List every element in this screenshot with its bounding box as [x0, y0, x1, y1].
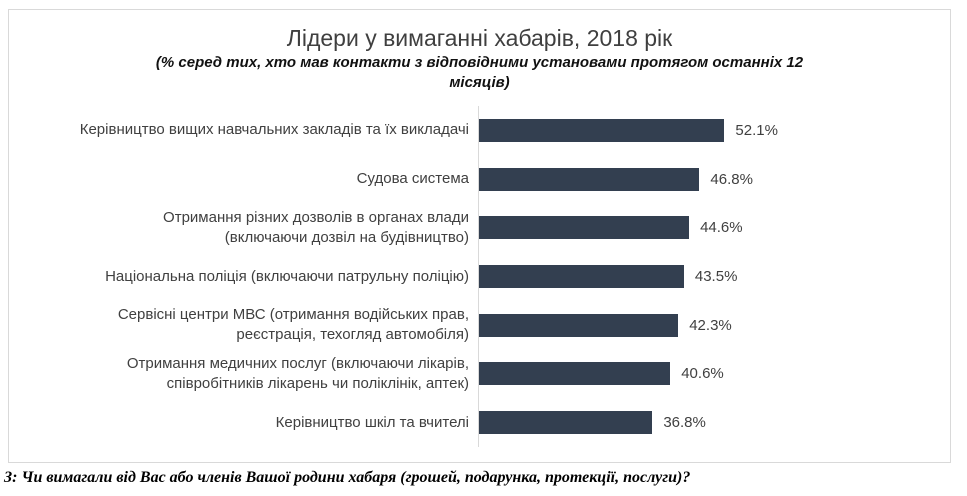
bar-row: Отримання медичних послуг (включаючи лік…	[9, 349, 950, 399]
bar-row: Національна поліція (включаючи патрульну…	[9, 252, 950, 301]
bar-track: 44.6%	[478, 203, 950, 253]
chart-subtitle: (% серед тих, хто мав контакти з відпові…	[9, 53, 950, 93]
chart-subtitle-line-1: (% серед тих, хто мав контакти з відпові…	[155, 54, 804, 71]
bar	[479, 265, 684, 289]
value-label: 46.8%	[710, 170, 753, 188]
category-label-line: реєстрація, техогляд автомобіля)	[236, 326, 469, 344]
bar	[479, 411, 653, 435]
category-label: Судова система	[9, 169, 478, 189]
value-label: 40.6%	[681, 365, 724, 383]
bar-row: Судова система 46.8%	[9, 154, 950, 204]
bar-track: 40.6%	[478, 349, 950, 399]
bar-row: Сервісні центри МВС (отримання водійськи…	[9, 300, 950, 350]
category-label: Отримання різних дозволів в органах влад…	[9, 208, 478, 248]
category-label-line: співробітників лікарень чи поліклінік, а…	[166, 374, 469, 392]
value-label: 43.5%	[694, 268, 738, 286]
bar-track: 43.5%	[478, 252, 950, 301]
bar	[479, 167, 700, 191]
bar-track: 42.3%	[478, 300, 950, 350]
bar-row: Отримання різних дозволів в органах влад…	[9, 203, 950, 253]
category-label-line: Судова система	[356, 170, 469, 188]
bar-row: Керівництво вищих навчальних закладів та…	[9, 106, 950, 155]
value-label: 36.8%	[663, 414, 706, 432]
bar-track: 52.1%	[478, 106, 950, 155]
chart-frame: Лідери у вимаганні хабарів, 2018 рік (% …	[8, 9, 951, 463]
value-label: 42.3%	[689, 316, 732, 334]
bar	[479, 362, 671, 386]
chart-title: Лідери у вимаганні хабарів, 2018 рік	[286, 25, 673, 51]
value-label: 44.6%	[700, 219, 743, 237]
category-label-line: Отримання різних дозволів в органах влад…	[163, 208, 469, 226]
bar	[479, 313, 679, 337]
category-label: Національна поліція (включаючи патрульну…	[9, 267, 478, 287]
category-label-line: Національна поліція (включаючи патрульну…	[105, 267, 469, 285]
category-label-line: Керівництво вищих навчальних закладів та…	[79, 121, 469, 139]
chart-subtitle-line-2: місяців)	[449, 74, 510, 91]
category-label-line: Сервісні центри МВС (отримання водійськи…	[117, 306, 469, 324]
value-label: 52.1%	[735, 121, 778, 139]
category-label: Керівництво вищих навчальних закладів та…	[9, 120, 478, 140]
category-label-line: Керівництво шкіл та вчителі	[275, 413, 469, 431]
bar	[479, 118, 725, 142]
bar-track: 36.8%	[478, 398, 950, 448]
category-label: Керівництво шкіл та вчителі	[9, 413, 478, 433]
category-label-line: Отримання медичних послуг (включаючи лік…	[126, 354, 469, 372]
category-label: Отримання медичних послуг (включаючи лік…	[9, 354, 478, 394]
category-label: Сервісні центри МВС (отримання водійськи…	[9, 305, 478, 345]
bar	[479, 216, 690, 240]
bar-row: Керівництво шкіл та вчителі 36.8%	[9, 398, 950, 448]
plot-area: Керівництво вищих навчальних закладів та…	[9, 106, 950, 448]
category-label-line: (включаючи дозвіл на будівництво)	[224, 228, 469, 246]
bar-track: 46.8%	[478, 154, 950, 204]
question-footnote: З: Чи вимагали від Вас або членів Вашої …	[4, 469, 691, 486]
